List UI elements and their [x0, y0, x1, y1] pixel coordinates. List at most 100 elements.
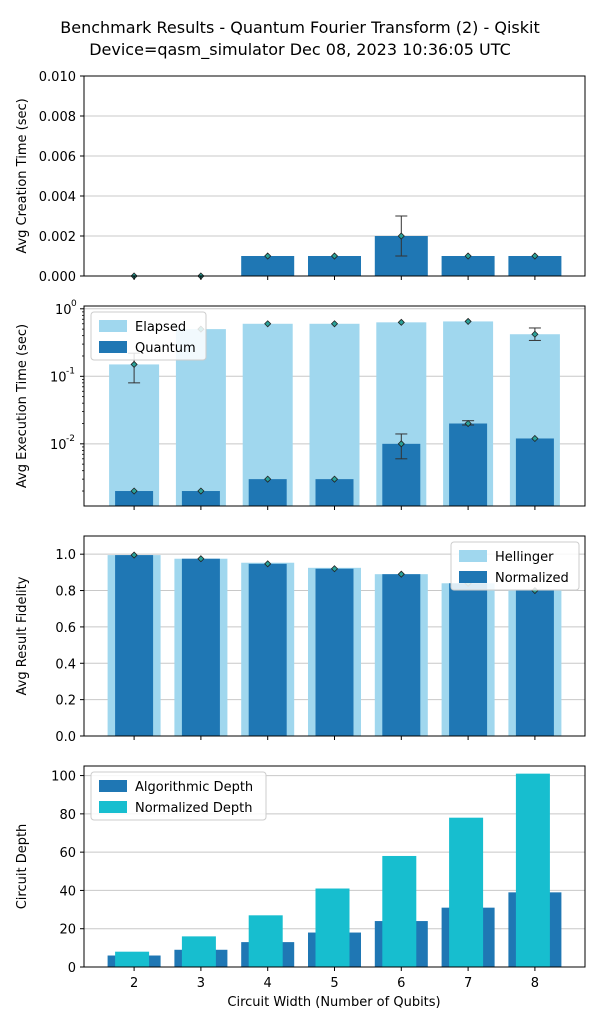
y-tick-label: 80	[59, 808, 76, 823]
legend-label: Elapsed	[135, 320, 186, 335]
quantum-marker	[130, 487, 138, 495]
panel-3: 0.0 0.2 0.4 0.6 0.8 1.0 Avg Result Fidelity Hel…	[15, 535, 586, 745]
y-tick-label: 0.010	[39, 70, 76, 85]
elapsed-marker	[397, 318, 405, 326]
fidelity-marker	[130, 551, 138, 559]
y-tick-label: 10	[55, 303, 72, 318]
y-axis-label: Circuit Depth	[15, 824, 30, 910]
creation-time-marker	[397, 232, 405, 240]
x-tick-label: 7	[464, 976, 472, 991]
legend-label: Quantum	[135, 341, 196, 356]
creation-time-marker	[531, 252, 539, 260]
legend-swatch	[459, 571, 487, 583]
legend: Elapsed Quantum	[90, 311, 207, 361]
fidelity-marker	[330, 565, 339, 573]
creation-time-bar	[241, 256, 295, 276]
quantum-marker	[397, 440, 405, 448]
y-tick-label: 0.008	[39, 110, 76, 125]
normalized-depth-bar	[315, 888, 350, 967]
quantum-marker	[330, 475, 339, 483]
creation-time-bar	[308, 256, 361, 276]
x-axis-label: Circuit Width (Number of Qubits)	[227, 995, 440, 1010]
legend-swatch	[99, 780, 127, 792]
quantum-bar	[181, 491, 220, 506]
y-tick-label: 0.8	[55, 585, 76, 600]
x-tick-label: 2	[130, 976, 138, 991]
normalized-fidelity-bar	[382, 574, 421, 736]
quantum-bar	[449, 423, 488, 506]
elapsed-bar	[109, 364, 160, 506]
y-tick-label-exponent: 0	[71, 299, 77, 309]
y-tick-label-exponent: -1	[66, 366, 75, 376]
normalized-depth-bar	[248, 915, 283, 967]
y-tick-label: 0.6	[55, 621, 76, 636]
y-tick-label: 0.2	[55, 694, 76, 709]
creation-time-bar	[508, 256, 562, 276]
quantum-marker	[197, 487, 205, 495]
y-tick-label: 0.002	[39, 230, 76, 245]
y-tick-label: 40	[59, 884, 76, 899]
normalized-fidelity-bar	[449, 583, 488, 736]
quantum-bar	[515, 438, 554, 506]
y-tick-label-exponent: -2	[66, 434, 75, 444]
elapsed-marker	[464, 317, 472, 325]
y-tick-label: 0.000	[39, 270, 76, 285]
y-tick-label: 0.4	[55, 657, 76, 672]
normalized-fidelity-bar	[181, 558, 220, 736]
legend-swatch	[99, 801, 127, 813]
figure-title-line1: Benchmark Results - Quantum Fourier Tran…	[60, 18, 539, 37]
elapsed-marker	[531, 330, 539, 338]
creation-time-marker	[264, 252, 272, 260]
quantum-marker	[464, 419, 472, 428]
fidelity-marker	[397, 570, 405, 578]
normalized-fidelity-bar	[248, 563, 287, 736]
legend-label: Normalized Depth	[135, 801, 252, 816]
quantum-marker	[264, 475, 272, 483]
axes-frame	[83, 75, 586, 277]
normalized-fidelity-bar	[515, 590, 554, 736]
normalized-depth-bar	[449, 817, 484, 967]
y-tick-label: 60	[59, 846, 76, 861]
normalized-fidelity-bar	[115, 555, 154, 736]
figure-title-line2: Device=qasm_simulator Dec 08, 2023 10:36…	[89, 40, 511, 60]
creation-time-marker	[464, 252, 472, 260]
normalized-depth-bar	[382, 855, 417, 967]
normalized-depth-bar	[115, 951, 150, 967]
y-tick-label: 1.0	[55, 548, 76, 563]
x-tick-label: 6	[397, 976, 405, 991]
y-axis-label: Avg Result Fidelity	[15, 576, 30, 695]
legend-label: Normalized	[495, 571, 569, 586]
quantum-bar	[315, 479, 354, 506]
fidelity-marker	[197, 555, 205, 563]
quantum-marker	[531, 434, 539, 443]
legend-box	[90, 771, 267, 821]
legend-swatch	[459, 550, 487, 562]
legend-swatch	[99, 341, 127, 353]
panel-4: 0 20 40 60 80 100 2 3 4 5 6 7 8 Circuit Depth Algorith…	[15, 765, 586, 991]
y-axis-label: Avg Creation Time (sec)	[15, 98, 30, 253]
normalized-depth-bar	[181, 936, 216, 967]
creation-time-marker	[330, 252, 339, 260]
elapsed-marker	[330, 320, 339, 328]
y-tick-label: 100	[51, 770, 76, 785]
elapsed-marker	[264, 320, 272, 328]
fidelity-marker	[264, 560, 272, 568]
legend-swatch	[99, 320, 127, 332]
legend-label: Algorithmic Depth	[135, 780, 253, 795]
elapsed-marker	[130, 360, 138, 368]
x-tick-label: 8	[531, 976, 539, 991]
quantum-bar	[115, 491, 154, 506]
y-axis-label: Avg Execution Time (sec)	[15, 324, 30, 488]
y-tick-label: 10	[50, 370, 67, 385]
legend: Algorithmic Depth Normalized Depth	[90, 771, 267, 821]
normalized-fidelity-bar	[315, 568, 354, 736]
x-tick-label: 3	[197, 976, 205, 991]
y-tick-label: 0.004	[39, 190, 76, 205]
x-tick-label: 4	[264, 976, 272, 991]
panel-1: 0.000 0.002 0.004 0.006 0.008 0.010 Avg Creati…	[15, 70, 586, 285]
y-tick-label: 0.0	[55, 730, 76, 745]
y-tick-label: 0.006	[39, 150, 76, 165]
